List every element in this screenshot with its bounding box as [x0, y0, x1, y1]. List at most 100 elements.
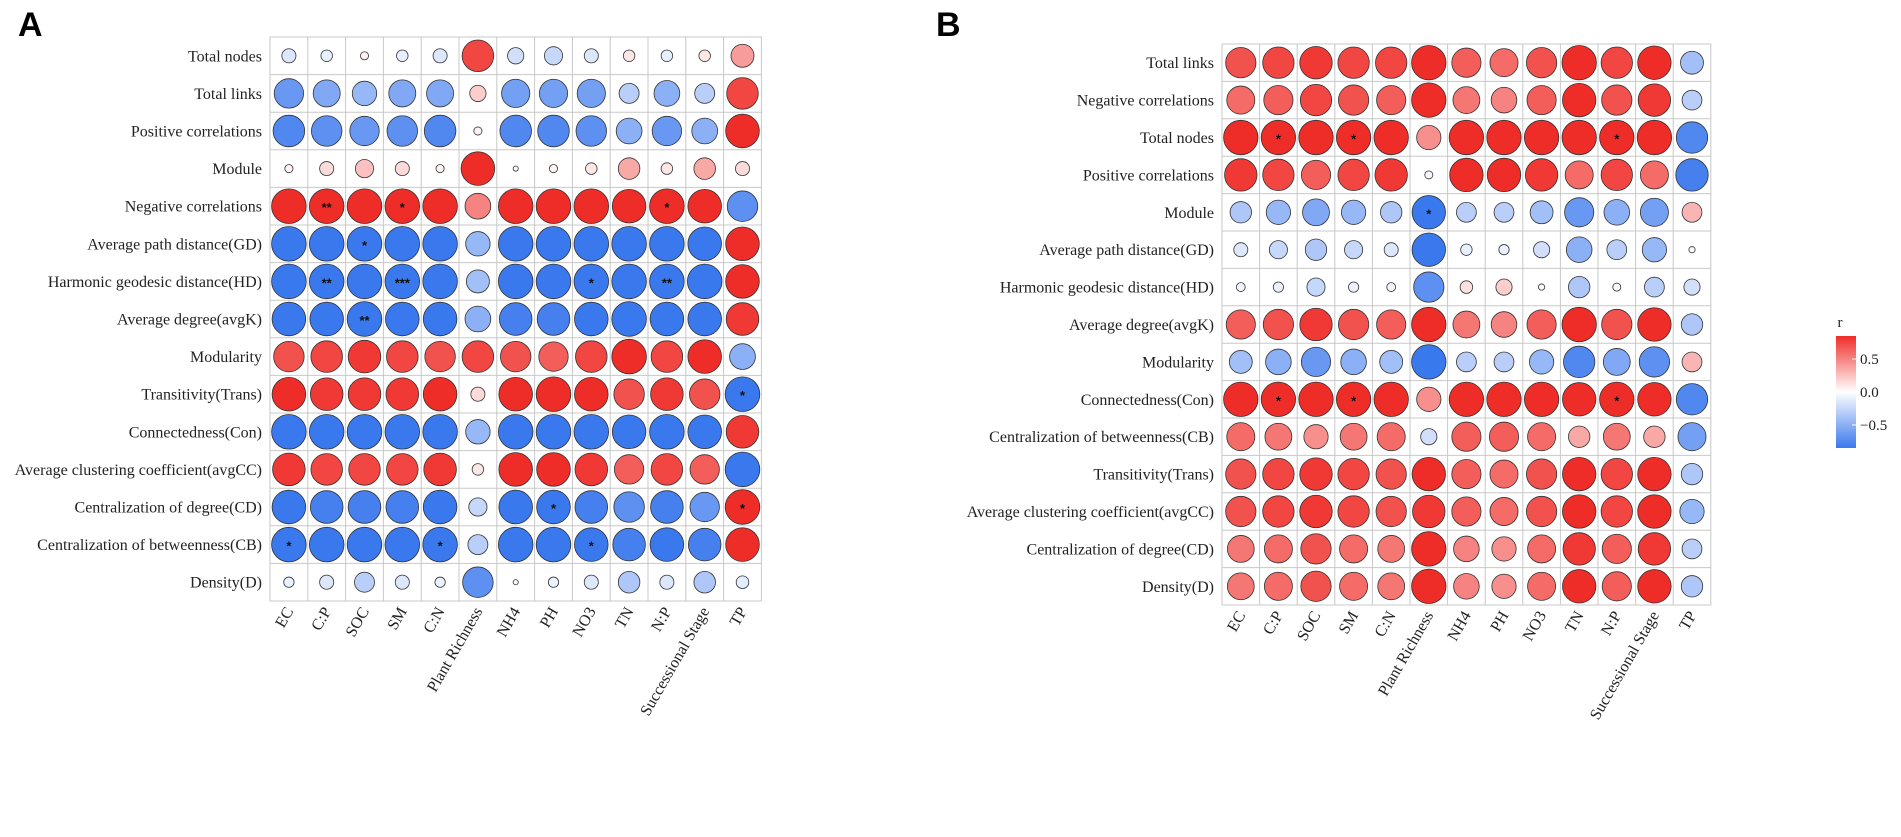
correlation-circle [1229, 201, 1252, 224]
correlation-circle [1226, 85, 1256, 115]
correlation-circle [1529, 200, 1554, 225]
correlation-circle [272, 114, 306, 148]
correlation-circle [1489, 497, 1519, 526]
correlation-circle [1495, 278, 1513, 296]
correlation-circle [1680, 313, 1704, 336]
correlation-circle [1264, 422, 1293, 451]
correlation-circle [385, 377, 420, 411]
correlation-circle [1561, 306, 1597, 343]
column-label: Successional Stage [637, 605, 713, 719]
row-label: Negative correlations [125, 199, 262, 216]
correlation-circle [346, 414, 383, 450]
correlation-circle [273, 78, 304, 109]
correlation-circle [543, 46, 564, 66]
correlation-circle [354, 159, 375, 179]
correlation-circle [1413, 271, 1445, 303]
correlation-circle [1680, 462, 1704, 486]
correlation-circle [284, 164, 294, 174]
correlation-circle [1600, 158, 1633, 191]
correlation-circle [1486, 119, 1522, 156]
correlation-circle [724, 376, 761, 412]
correlation-circle [1300, 159, 1332, 190]
correlation-circle [1376, 85, 1407, 116]
significance-mark: * [740, 388, 746, 403]
correlation-circle [1348, 281, 1360, 293]
row-label: Centralization of betweenness(CB) [989, 429, 1214, 446]
correlation-circle [1262, 308, 1294, 341]
correlation-circle [694, 83, 716, 104]
significance-mark: * [1351, 393, 1357, 408]
row-label: Average clustering coefficient(avgCC) [15, 462, 262, 479]
correlation-circle [272, 452, 306, 487]
correlation-circle [1638, 346, 1670, 378]
correlation-circle [1373, 119, 1409, 156]
correlation-circle [650, 490, 684, 524]
correlation-circle [1233, 242, 1249, 258]
significance-mark: * [286, 539, 292, 554]
correlation-circle [461, 340, 495, 373]
correlation-circle [1600, 495, 1633, 528]
correlation-circle [1451, 47, 1482, 78]
correlation-circle [1225, 495, 1257, 528]
correlation-circle [1223, 119, 1259, 156]
correlation-circle [535, 526, 572, 563]
correlation-circle [1529, 349, 1555, 375]
correlation-circle [1453, 573, 1480, 600]
panel-b-letter: B [936, 6, 961, 44]
correlation-circle [649, 527, 685, 562]
correlation-circle [498, 226, 534, 262]
correlation-circle [1263, 85, 1294, 116]
correlation-circle [1299, 457, 1333, 491]
row-label: Centralization of degree(CD) [1027, 541, 1214, 558]
correlation-circle [1562, 569, 1597, 604]
legend-tick-label: 0.0 [1860, 385, 1879, 401]
correlation-circle [1561, 119, 1597, 156]
correlation-circle [388, 79, 417, 108]
correlation-circle [347, 339, 382, 374]
correlation-circle [1416, 386, 1442, 412]
correlation-circle [1681, 89, 1703, 111]
correlation-circle [1452, 310, 1481, 339]
correlation-circle [465, 231, 491, 257]
row-label: Average clustering coefficient(avgCC) [967, 504, 1214, 521]
correlation-circle [1533, 241, 1551, 259]
correlation-circle [309, 526, 345, 563]
correlation-circle [273, 340, 305, 373]
correlation-circle [281, 48, 297, 64]
correlation-circle [347, 377, 382, 411]
correlation-circle [649, 301, 685, 337]
correlation-circle [461, 39, 495, 72]
correlation-circle [512, 579, 519, 586]
correlation-circle [1226, 422, 1256, 452]
row-label: Density(D) [190, 575, 262, 592]
correlation-circle [1675, 383, 1709, 416]
correlation-circle [385, 301, 420, 337]
correlation-circle [575, 340, 608, 373]
correlation-circle [611, 226, 647, 262]
correlation-circle [1226, 535, 1255, 563]
correlation-circle [1298, 119, 1334, 156]
correlation-circle [1337, 495, 1370, 528]
correlation-circle [725, 527, 760, 562]
correlation-circle [384, 414, 420, 450]
correlation-circle [1298, 381, 1334, 417]
column-label: PH [1488, 608, 1513, 635]
correlation-circle [1526, 309, 1557, 340]
correlation-circle [1679, 498, 1705, 525]
correlation-circle [1451, 421, 1482, 452]
correlation-circle [1262, 495, 1295, 528]
correlation-circle [498, 302, 533, 336]
correlation-circle [1490, 311, 1518, 338]
correlation-circle [725, 302, 760, 336]
correlation-matrix-a: Total nodes Total links Positive correlati… [15, 36, 762, 719]
correlation-circle [1562, 532, 1596, 566]
correlation-circle [1263, 534, 1293, 564]
correlation-circle [618, 83, 640, 104]
correlation-circle [1375, 46, 1408, 79]
correlation-circle [611, 188, 647, 224]
row-label: Harmonic geodesic distance(HD) [1000, 280, 1214, 297]
correlation-circle [1375, 495, 1407, 528]
correlation-circle [1386, 282, 1397, 292]
correlation-circle [271, 414, 307, 450]
